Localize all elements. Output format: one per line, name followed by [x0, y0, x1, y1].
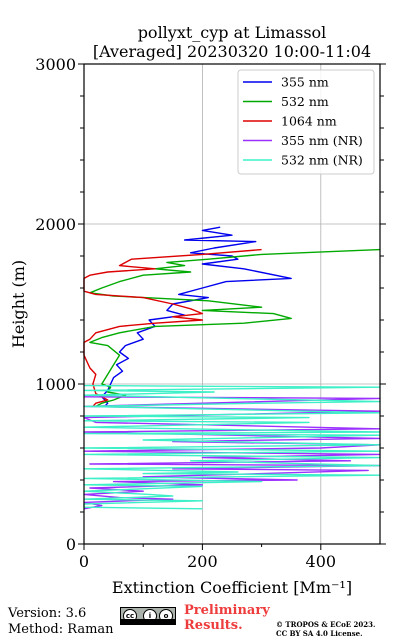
legend-box — [237, 69, 375, 175]
legend-label-1: 532 nm — [281, 94, 329, 109]
profile-chart: pollyxt_cyp at Limassol [Averaged] 20230… — [9, 23, 386, 597]
preliminary-line2: Results. — [184, 618, 243, 633]
series-line-2 — [83, 248, 262, 407]
plot-frame — [83, 63, 381, 545]
y-tick-label: 3000 — [35, 55, 76, 74]
series-lines — [83, 226, 381, 510]
preliminary-line1: Preliminary — [184, 603, 270, 618]
version-text: Version: 3.6 — [8, 606, 87, 621]
cc-license-icon: cc i o — [120, 607, 176, 625]
legend-label-2: 1064 nm — [281, 114, 337, 129]
y-axis-label: Height (m) — [9, 260, 28, 348]
legend: 355 nm 532 nm 1064 nm 355 nm (NR) 532 nm (NR… — [237, 69, 375, 175]
copyright-notice: © TROPOS & ECoE 2023. CC BY SA 4.0 Licen… — [276, 620, 375, 638]
legend-label-3: 355 nm (NR) — [281, 133, 363, 148]
legend-label-4: 532 nm (NR) — [281, 153, 363, 168]
footer-info: Version: 3.6 Method: Raman — [8, 606, 114, 638]
x-axis-label: Extinction Coefficient [Mm⁻¹] — [112, 578, 352, 597]
chart-title: pollyxt_cyp at Limassol — [138, 23, 327, 42]
x-tick-label: 200 — [187, 552, 218, 571]
y-tick-label: 2000 — [35, 215, 76, 234]
chart-subtitle: [Averaged] 20230320 10:00-11:04 — [93, 42, 371, 61]
series-line-1 — [89, 248, 381, 408]
method-text: Method: Raman — [8, 622, 114, 637]
series-line-0 — [101, 226, 292, 407]
y-tick-label: 0 — [66, 535, 76, 554]
x-tick-label: 400 — [306, 552, 337, 571]
preliminary-notice: Preliminary Results. — [184, 603, 270, 633]
y-tick-label: 1000 — [35, 375, 76, 394]
copyright-line1: © TROPOS & ECoE 2023. — [276, 620, 376, 629]
copyright-line2: CC BY SA 4.0 License. — [276, 629, 363, 638]
axis-ticks: 0 200 400 0 1000 2000 3000 — [35, 55, 386, 571]
legend-label-0: 355 nm — [281, 75, 329, 90]
x-tick-label: 0 — [79, 552, 89, 571]
